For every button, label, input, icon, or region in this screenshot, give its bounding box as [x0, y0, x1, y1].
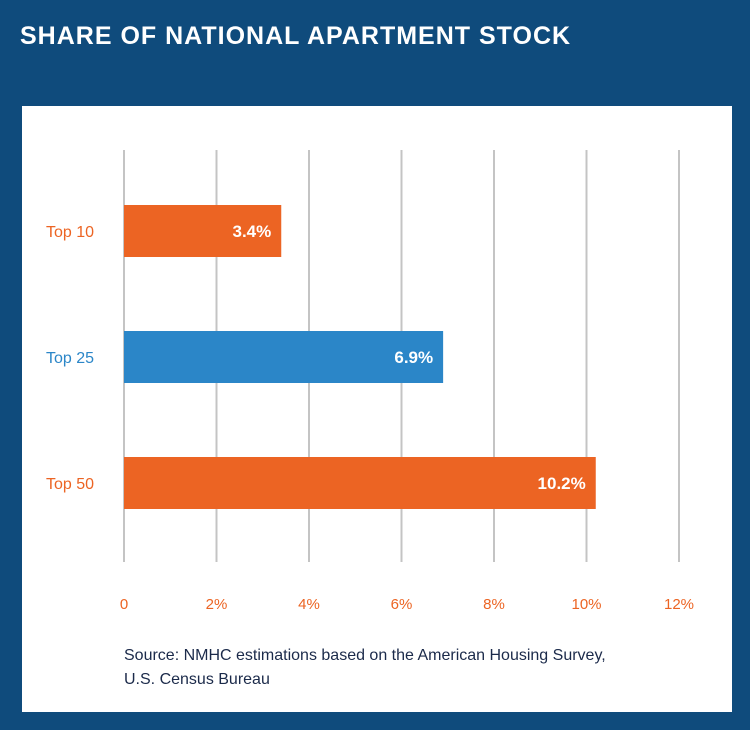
x-tick-label: 12%	[664, 596, 694, 613]
data-label: 6.9%	[394, 348, 433, 367]
bar	[124, 331, 444, 383]
x-tick-label: 6%	[391, 596, 413, 613]
bar	[124, 205, 282, 257]
source-line-1: Source: NMHC estimations based on the Am…	[124, 647, 606, 664]
bar-chart: 0 2% 4% 6% 8% 10% 12% Top 10 3.4% Top 25 6.9% Top 5…	[46, 150, 694, 613]
x-tick-label: 4%	[298, 596, 320, 613]
category-label: Top 25	[46, 350, 94, 367]
x-tick-label: 0	[120, 596, 128, 613]
x-tick-label: 10%	[571, 596, 601, 613]
chart-panel: 0 2% 4% 6% 8% 10% 12% Top 10 3.4% Top 25 6.9% Top 5…	[22, 106, 732, 712]
bar	[124, 457, 596, 509]
chart-title: SHARE OF NATIONAL APARTMENT STOCK	[20, 22, 572, 50]
source-note: Source: NMHC estimations based on the Am…	[124, 644, 704, 692]
source-line-2: U.S. Census Bureau	[124, 671, 270, 688]
data-label: 3.4%	[233, 222, 272, 241]
category-label: Top 10	[46, 224, 94, 241]
category-label: Top 50	[46, 476, 94, 493]
x-tick-label: 8%	[483, 596, 505, 613]
data-label: 10.2%	[538, 474, 586, 493]
x-tick-label: 2%	[206, 596, 228, 613]
